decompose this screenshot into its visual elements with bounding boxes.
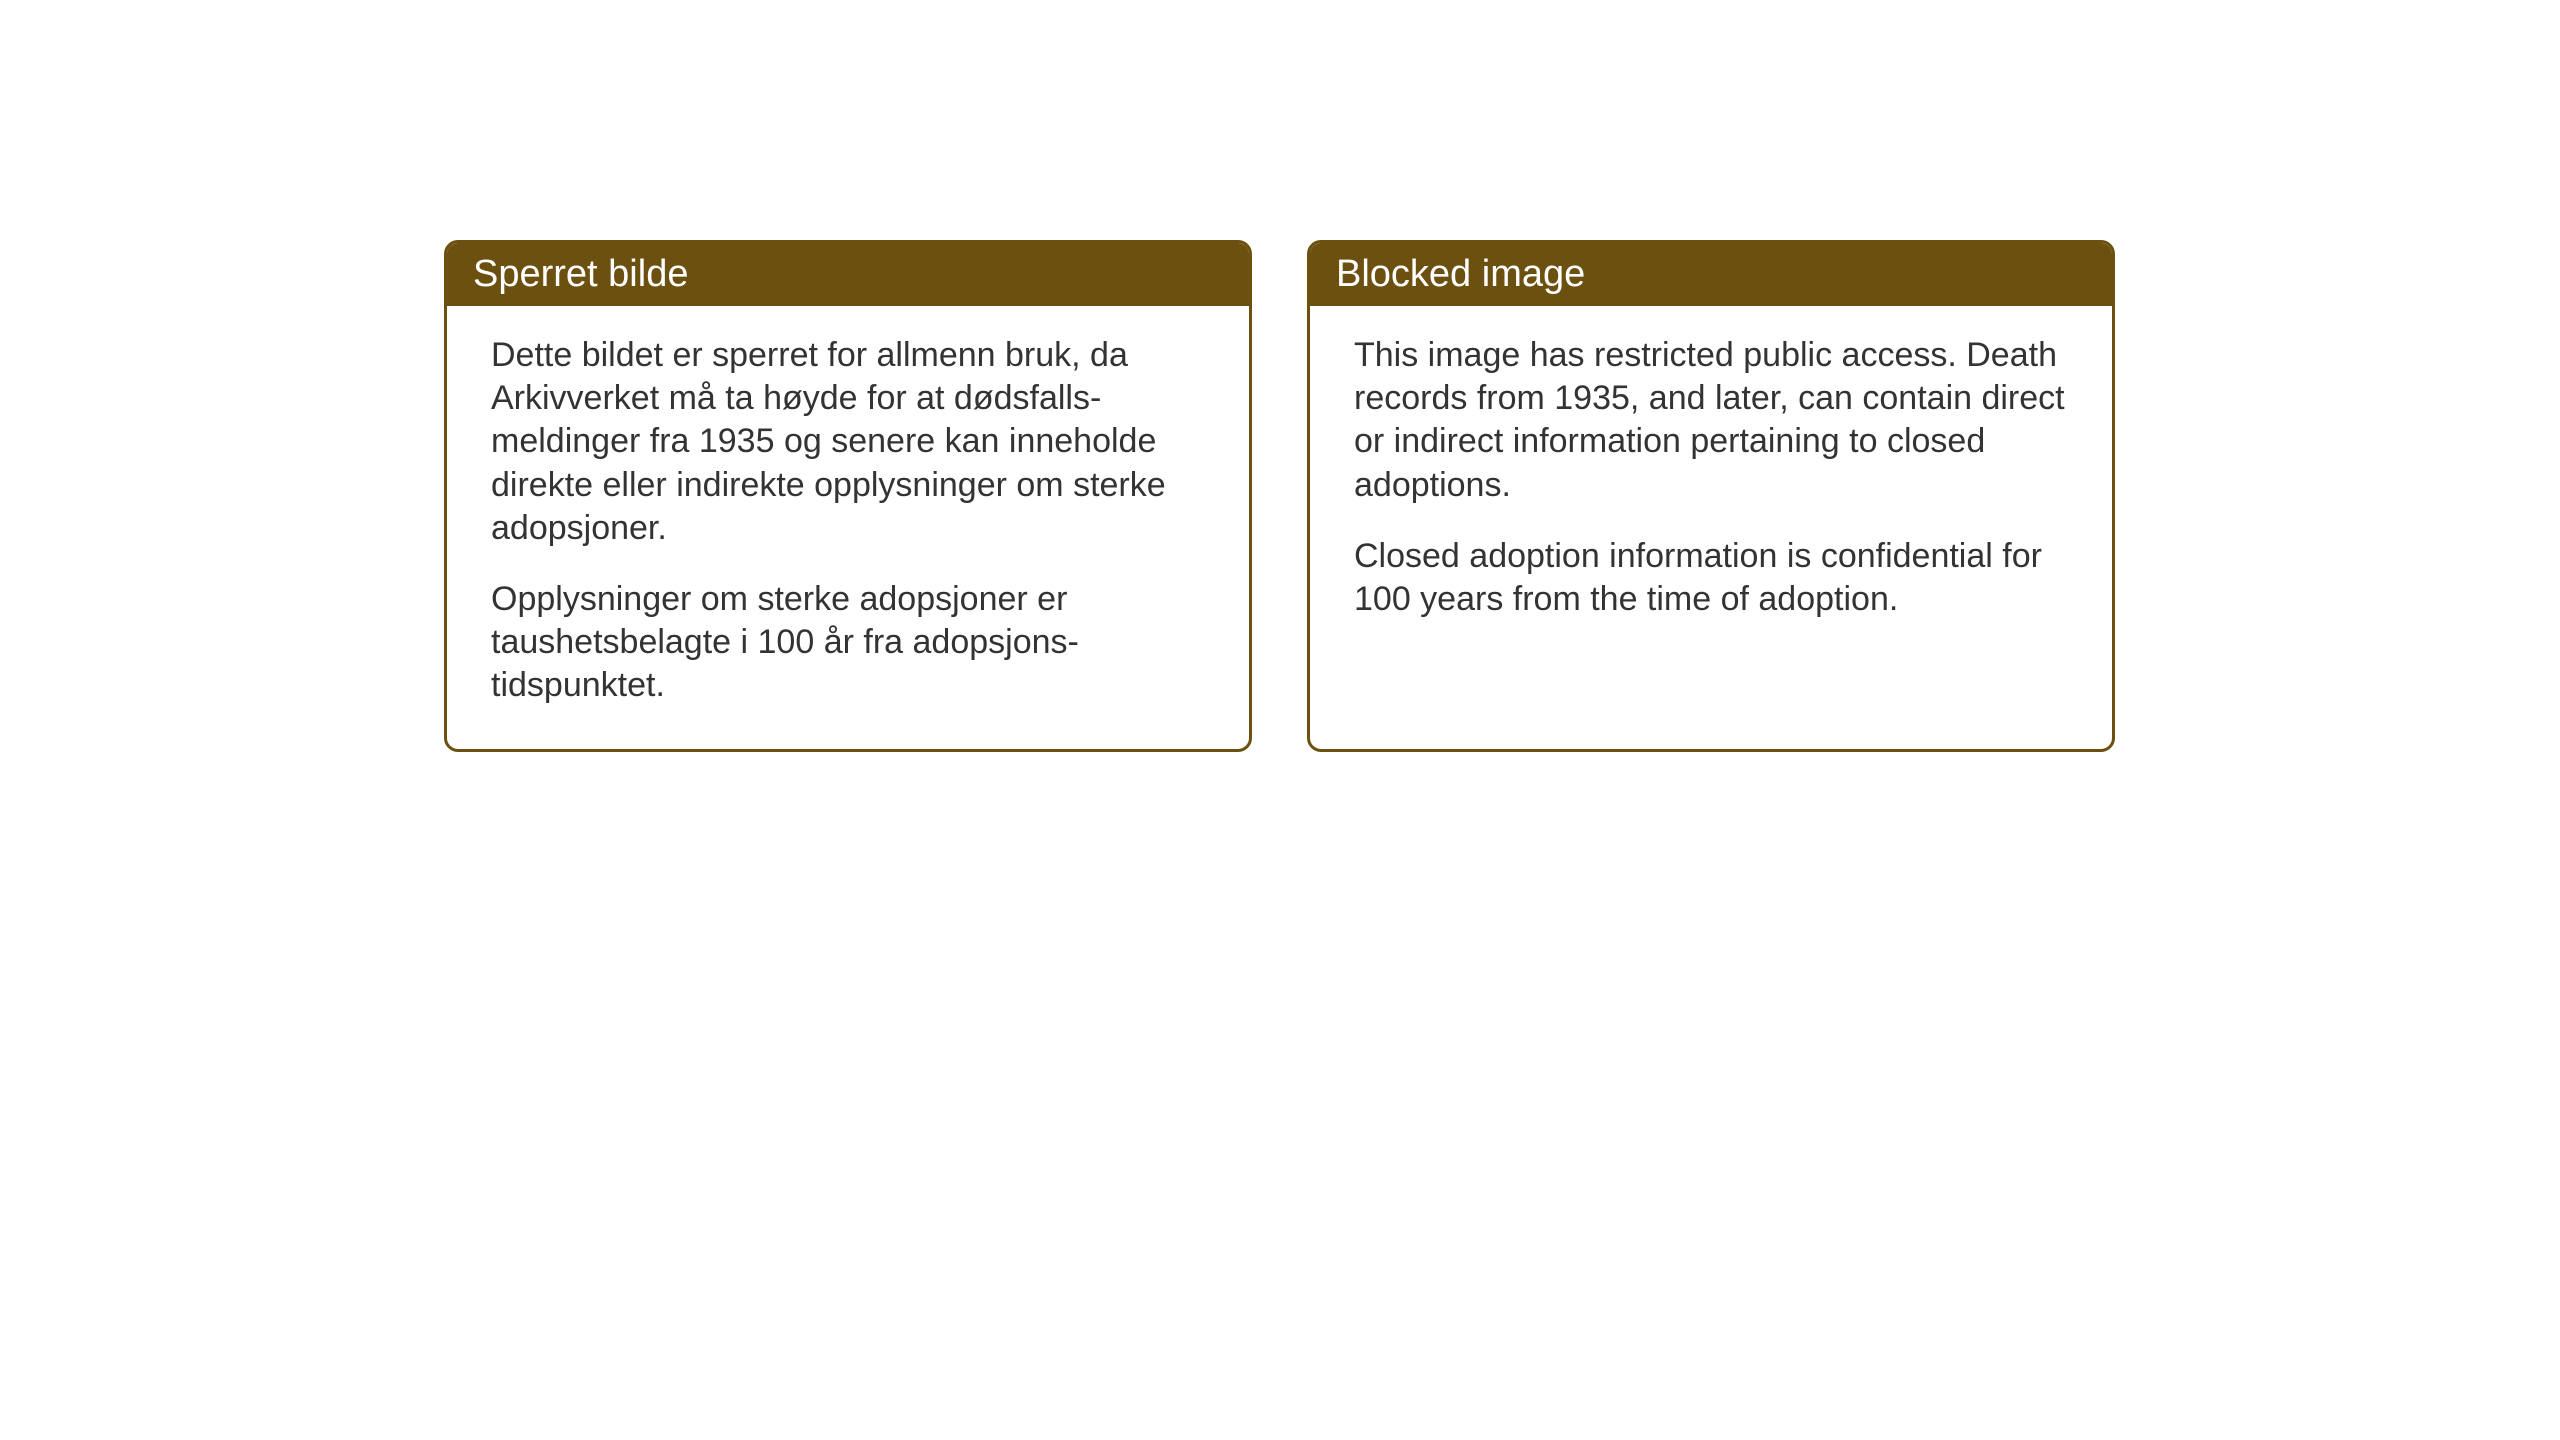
notice-title-norwegian: Sperret bilde xyxy=(473,253,688,295)
notice-paragraph2-norwegian: Opplysninger om sterke adopsjoner er tau… xyxy=(491,578,1205,708)
notice-header-english: Blocked image xyxy=(1310,243,2112,306)
notice-paragraph2-english: Closed adoption information is confident… xyxy=(1354,535,2068,621)
notice-header-norwegian: Sperret bilde xyxy=(447,243,1249,306)
notice-title-english: Blocked image xyxy=(1336,253,1585,295)
notice-box-norwegian: Sperret bilde Dette bildet er sperret fo… xyxy=(444,240,1252,752)
notice-body-english: This image has restricted public access.… xyxy=(1310,306,2112,657)
notice-paragraph1-norwegian: Dette bildet er sperret for allmenn bruk… xyxy=(491,334,1205,550)
notice-paragraph1-english: This image has restricted public access.… xyxy=(1354,334,2068,507)
notice-box-english: Blocked image This image has restricted … xyxy=(1307,240,2115,752)
notice-container: Sperret bilde Dette bildet er sperret fo… xyxy=(444,240,2115,752)
notice-body-norwegian: Dette bildet er sperret for allmenn bruk… xyxy=(447,306,1249,743)
